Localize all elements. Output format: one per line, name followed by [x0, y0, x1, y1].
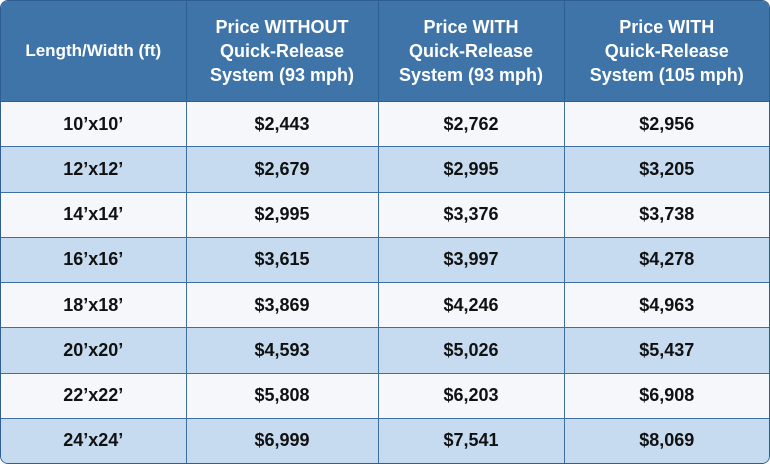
- header-price-with-quick-release-105: Price WITH Quick-Release System (105 mph…: [564, 1, 769, 102]
- table-row: 12’x12’ $2,679 $2,995 $3,205: [1, 146, 769, 193]
- table-row: 14’x14’ $2,995 $3,376 $3,738: [1, 192, 769, 238]
- header-line: Quick-Release: [604, 41, 729, 61]
- price-with-93-cell: $7,541: [378, 418, 565, 463]
- header-line: Quick-Release: [408, 41, 534, 61]
- header-row: Length/Width (ft) Price WITHOUT Quick-Re…: [1, 1, 769, 102]
- price-without-93-cell: $4,593: [186, 327, 379, 374]
- price-with-93-cell: $5,026: [378, 327, 565, 374]
- price-without-93-cell: $2,443: [186, 101, 379, 148]
- header-line: System (105 mph): [589, 65, 744, 85]
- price-without-93-cell: $5,808: [186, 373, 379, 419]
- size-cell: 20’x20’: [1, 327, 187, 374]
- price-without-93-cell: $2,679: [186, 146, 379, 193]
- size-cell: 22’x22’: [1, 373, 187, 419]
- price-with-105-cell: $6,908: [564, 373, 769, 419]
- price-without-93-cell: $2,995: [186, 192, 379, 238]
- header-price-with-quick-release-93: Price WITH Quick-Release System (93 mph): [378, 1, 565, 102]
- price-with-93-cell: $2,995: [378, 146, 565, 193]
- header-line: Length/Width (ft): [25, 41, 162, 60]
- table-row: 24’x24’ $6,999 $7,541 $8,069: [1, 418, 769, 463]
- price-with-93-cell: $2,762: [378, 101, 565, 148]
- size-cell: 24’x24’: [1, 418, 187, 463]
- size-cell: 12’x12’: [1, 146, 187, 193]
- price-with-105-cell: $8,069: [564, 418, 769, 463]
- price-with-105-cell: $4,963: [564, 282, 769, 329]
- header-line: System (93 mph): [209, 65, 355, 85]
- price-with-93-cell: $4,246: [378, 282, 565, 329]
- table-row: 22’x22’ $5,808 $6,203 $6,908: [1, 373, 769, 419]
- header-line: Price WITH: [423, 17, 519, 37]
- price-with-105-cell: $3,738: [564, 192, 769, 238]
- table-row: 18’x18’ $3,869 $4,246 $4,963: [1, 282, 769, 329]
- header-price-without-quick-release-93: Price WITHOUT Quick-Release System (93 m…: [186, 1, 379, 102]
- table-row: 16’x16’ $3,615 $3,997 $4,278: [1, 237, 769, 284]
- table-header: Length/Width (ft) Price WITHOUT Quick-Re…: [1, 1, 769, 102]
- price-with-93-cell: $3,997: [378, 237, 565, 284]
- header-line: System (93 mph): [398, 65, 544, 85]
- price-with-105-cell: $2,956: [564, 101, 769, 148]
- table-body: 10’x10’ $2,443 $2,762 $2,956 12’x12’ $2,…: [1, 101, 769, 463]
- size-cell: 18’x18’: [1, 282, 187, 329]
- size-cell: 10’x10’: [1, 101, 187, 148]
- header-length-width: Length/Width (ft): [1, 1, 187, 102]
- price-without-93-cell: $3,869: [186, 282, 379, 329]
- size-cell: 14’x14’: [1, 192, 187, 238]
- price-without-93-cell: $3,615: [186, 237, 379, 284]
- table-row: 20’x20’ $4,593 $5,026 $5,437: [1, 327, 769, 374]
- price-with-105-cell: $4,278: [564, 237, 769, 284]
- header-line: Price WITHOUT: [215, 17, 349, 37]
- price-with-105-cell: $3,205: [564, 146, 769, 193]
- price-with-93-cell: $6,203: [378, 373, 565, 419]
- price-without-93-cell: $6,999: [186, 418, 379, 463]
- header-line: Price WITH: [619, 17, 715, 37]
- price-with-93-cell: $3,376: [378, 192, 565, 238]
- header-line: Quick-Release: [219, 41, 345, 61]
- size-cell: 16’x16’: [1, 237, 187, 284]
- table-row: 10’x10’ $2,443 $2,762 $2,956: [1, 101, 769, 148]
- price-with-105-cell: $5,437: [564, 327, 769, 374]
